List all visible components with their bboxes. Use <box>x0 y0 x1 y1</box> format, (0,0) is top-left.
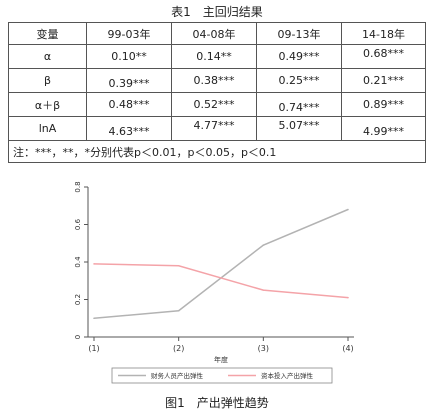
table-note-row: 注：***，**，*分别代表p＜0.01，p＜0.05，p＜0.1 <box>8 140 426 163</box>
value-cell: 0.89*** <box>341 92 426 117</box>
chart-series <box>93 208 349 320</box>
legend-box <box>111 367 333 384</box>
y-tick-label: 0 <box>74 335 82 339</box>
table-note: 注：***，**，*分别代表p＜0.01，p＜0.05，p＜0.1 <box>8 140 426 163</box>
value-cell: 0.48*** <box>86 92 172 117</box>
value-cell: 0.49*** <box>256 44 342 69</box>
value-cell: 4.99*** <box>341 116 426 141</box>
y-tick-label: 0.6 <box>74 218 82 230</box>
value-cell: 0.25*** <box>256 68 342 93</box>
series-point <box>177 309 180 312</box>
x-tick-label: (2) <box>173 344 184 353</box>
chart-axes: 0 0.2 0.4 0.6 0.8 (1) (2) (3) (4) 年度 <box>74 181 354 364</box>
value-cell: 4.63*** <box>86 116 172 141</box>
value-cell: 0.10** <box>86 44 172 69</box>
chart-legend: 财务人员产出弹性 资本投入产出弹性 <box>111 367 333 384</box>
series-point <box>93 317 95 320</box>
value-cell: 5.07*** <box>256 116 342 141</box>
legend-label: 财务人员产出弹性 <box>151 371 204 380</box>
value-cell: 0.38*** <box>171 68 257 93</box>
variable-cell: α <box>8 44 87 69</box>
series-point <box>347 208 349 211</box>
variable-cell: α＋β <box>8 92 87 117</box>
table-row: β 0.39*** 0.38*** 0.25*** 0.21*** <box>8 68 426 93</box>
value-cell: 0.52*** <box>171 92 257 117</box>
x-tick-label: (1) <box>88 344 99 353</box>
value-cell: 4.77*** <box>171 116 257 141</box>
y-tick-label: 0.8 <box>74 181 82 192</box>
y-tick-label: 0.4 <box>74 256 82 268</box>
results-table: 变量 99-03年 04-08年 09-13年 14-18年 α 0.10** … <box>8 22 426 163</box>
header-cell: 99-03年 <box>86 22 172 45</box>
x-tick-label: (4) <box>342 344 353 353</box>
series-line-1 <box>93 208 349 319</box>
value-cell: 0.21*** <box>341 68 426 93</box>
header-cell: 09-13年 <box>256 22 342 45</box>
series-point <box>262 244 265 246</box>
table-row: α＋β 0.48*** 0.52*** 0.74*** 0.89*** <box>8 92 426 117</box>
table-row: lnA 4.63*** 4.77*** 5.07*** 4.99*** <box>8 116 426 141</box>
header-cell: 04-08年 <box>171 22 257 45</box>
series-point <box>347 296 349 299</box>
series-point <box>262 289 265 291</box>
header-cell: 14-18年 <box>341 22 426 45</box>
value-cell: 0.14** <box>171 44 257 69</box>
value-cell: 0.39*** <box>86 68 172 93</box>
series-line-2 <box>93 263 349 299</box>
variable-cell: lnA <box>8 116 87 141</box>
value-cell: 0.74*** <box>256 92 342 117</box>
table-caption: 表1 主回归结果 <box>171 5 263 19</box>
y-tick-label: 0.2 <box>74 294 82 305</box>
header-cell: 变量 <box>8 22 87 45</box>
value-cell: 0.68*** <box>341 44 426 69</box>
legend-label: 资本投入产出弹性 <box>261 371 314 380</box>
table-row: α 0.10** 0.14** 0.49*** 0.68*** <box>8 44 426 69</box>
series-point <box>93 263 95 265</box>
series-point <box>177 264 180 267</box>
table-header-row: 变量 99-03年 04-08年 09-13年 14-18年 <box>8 22 426 45</box>
elasticity-line-chart: 0 0.2 0.4 0.6 0.8 (1) (2) (3) (4) 年度 财务人员产出弹性 资本投入… <box>74 181 354 384</box>
x-axis-label: 年度 <box>214 355 228 364</box>
x-tick-label: (3) <box>258 344 269 353</box>
figure-caption: 图1 产出弹性趋势 <box>165 396 269 410</box>
variable-cell: β <box>8 68 87 93</box>
